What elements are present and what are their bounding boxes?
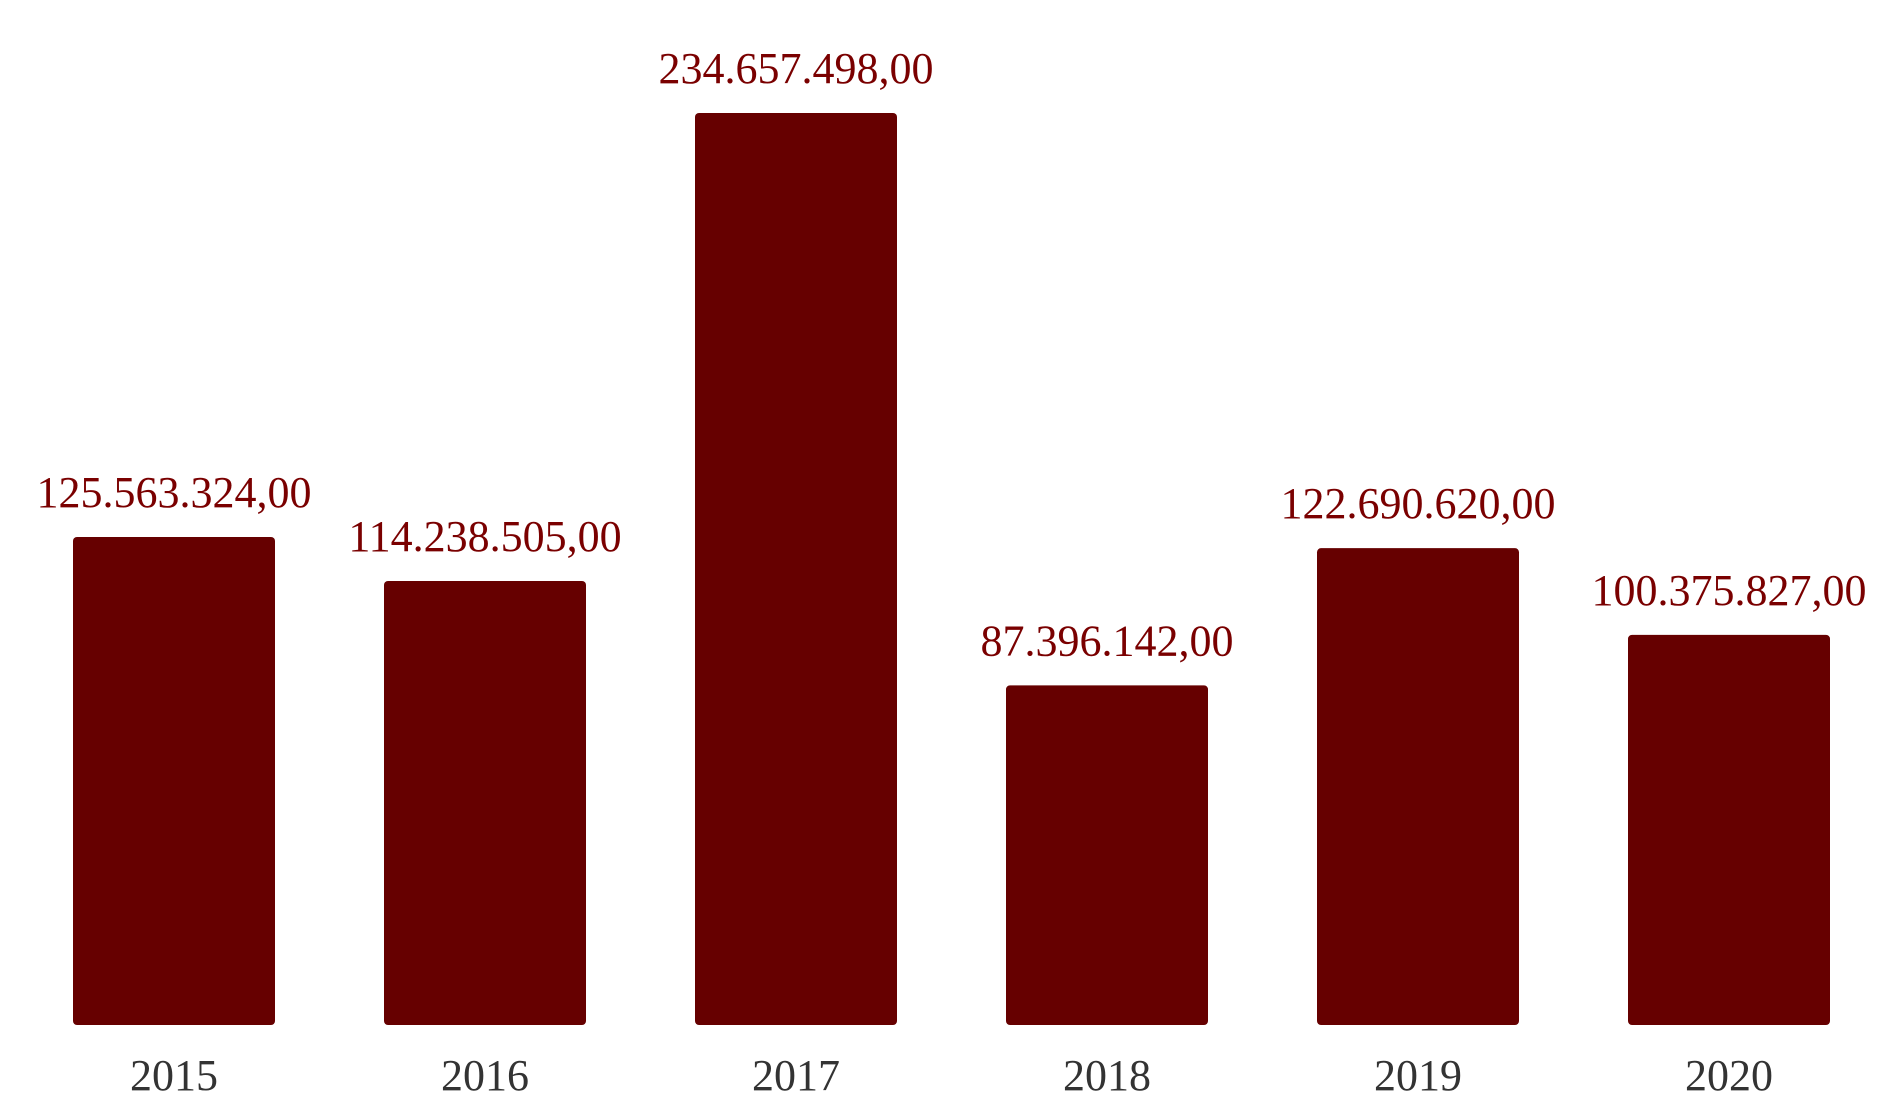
bar-2015 xyxy=(73,536,275,1025)
data-label-2018: 87.396.142,00 xyxy=(981,616,1234,665)
x-tick-label-2015: 2015 xyxy=(130,1051,218,1098)
data-label-2019: 122.690.620,00 xyxy=(1281,479,1556,528)
data-labels-group: 125.563.324,00 114.238.505,00 234.657.498,… xyxy=(37,44,1867,665)
x-tick-label-2019: 2019 xyxy=(1374,1051,1462,1098)
bar-2020 xyxy=(1628,634,1830,1025)
x-axis-tick-labels: 2015 2016 2017 2018 2019 2020 xyxy=(130,1051,1773,1098)
x-tick-label-2016: 2016 xyxy=(441,1051,529,1098)
x-tick-label-2018: 2018 xyxy=(1063,1051,1151,1098)
x-tick-label-2020: 2020 xyxy=(1685,1051,1773,1098)
data-label-2020: 100.375.827,00 xyxy=(1592,566,1867,615)
x-tick-label-2017: 2017 xyxy=(752,1051,840,1098)
bar-2019 xyxy=(1317,548,1519,1025)
bars-group xyxy=(73,113,1830,1025)
data-label-2015: 125.563.324,00 xyxy=(37,468,312,517)
bar-2018 xyxy=(1006,685,1208,1025)
bar-2017 xyxy=(695,113,897,1025)
data-label-2017: 234.657.498,00 xyxy=(659,44,934,93)
bar-2016 xyxy=(384,581,586,1025)
data-label-2016: 114.238.505,00 xyxy=(348,512,621,561)
